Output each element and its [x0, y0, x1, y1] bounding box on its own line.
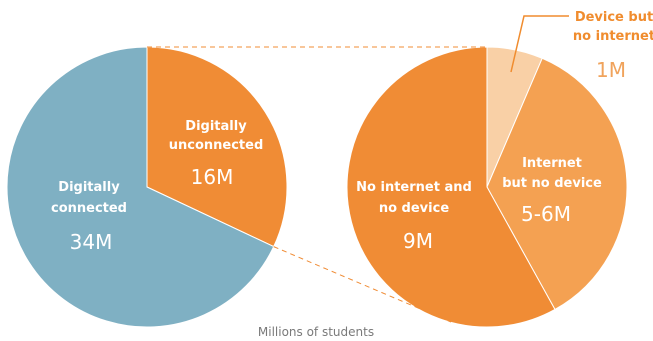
slice-label-digitally-unconnected-line2: unconnected [169, 138, 264, 153]
slice-label-digitally-unconnected-line1: Digitally [185, 119, 247, 134]
callout-label-device-no-internet-line2: no internet [573, 29, 653, 44]
labels-layer: Digitally connected 34M Digitally unconn… [51, 10, 653, 339]
slice-value-digitally-unconnected: 16M [191, 165, 234, 189]
slice-value-digitally-connected: 34M [70, 230, 113, 254]
pie-slice-internet-but-no-device [486, 57, 628, 311]
callout-leader-line [510, 15, 569, 73]
slice-value-internet-no-device: 5-6M [521, 202, 571, 226]
right-pie [346, 46, 628, 328]
slice-label-internet-no-device-line1: Internet [522, 156, 582, 171]
slice-label-digitally-connected-line1: Digitally [58, 180, 120, 195]
slice-value-no-internet-no-device: 9M [403, 229, 433, 253]
slice-label-no-internet-no-device-line2: no device [379, 201, 449, 216]
slice-label-digitally-connected-line2: connected [51, 201, 127, 216]
connector-lines [147, 15, 569, 323]
pie-slice-no-internet-and-no-device [346, 46, 556, 328]
chart-caption: Millions of students [258, 325, 374, 339]
slice-label-no-internet-no-device-line1: No internet and [356, 180, 472, 195]
callout-label-device-no-internet-line1: Device but [575, 10, 653, 25]
slice-label-internet-no-device-line2: but no device [502, 176, 602, 191]
callout-value-device-no-internet: 1M [596, 58, 626, 82]
pie-slice-digitally-connected [6, 46, 275, 328]
pie-slice-digitally-unconnected [146, 46, 288, 248]
left-pie [6, 46, 288, 328]
